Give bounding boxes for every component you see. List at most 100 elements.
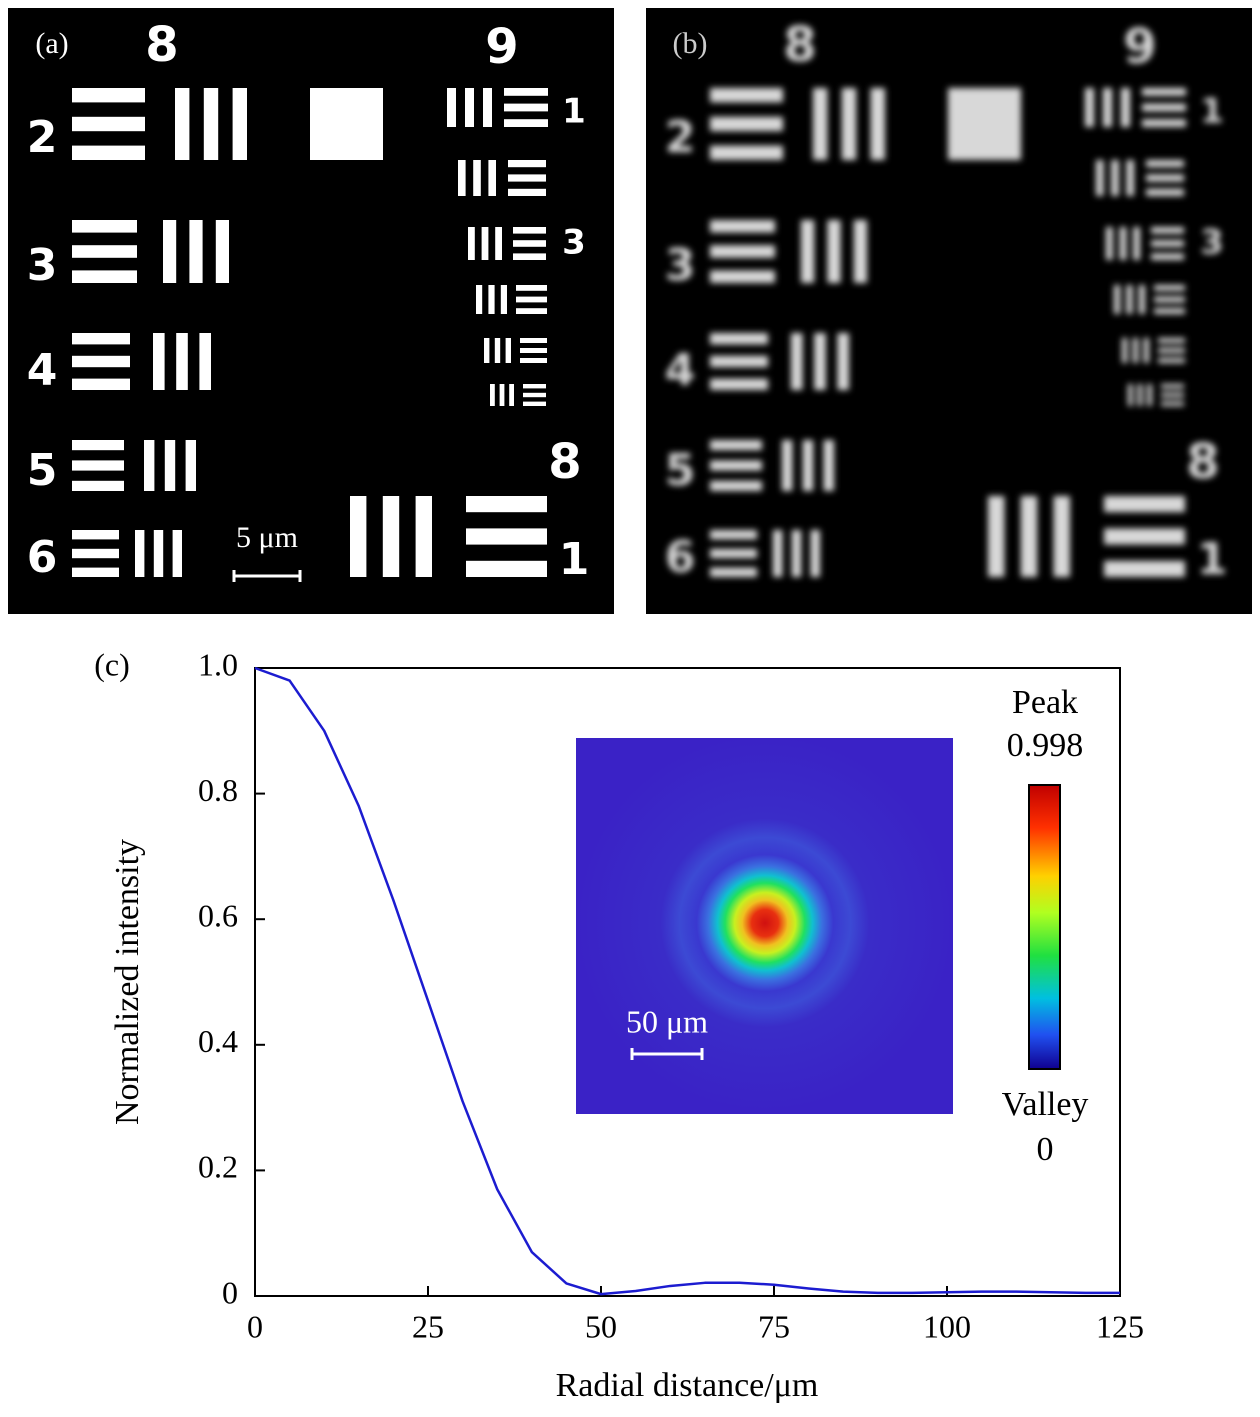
target-bar <box>72 116 145 132</box>
target-bar <box>1104 528 1185 545</box>
target-bar <box>1137 384 1143 406</box>
target-bar <box>710 460 762 471</box>
target-bar <box>172 530 182 577</box>
target-bar <box>1161 384 1184 389</box>
target-bar <box>500 285 507 314</box>
target-bar <box>988 496 1005 577</box>
target-bar <box>1122 338 1128 363</box>
inset-scale-label: 50 μm <box>626 1003 708 1039</box>
target-bar <box>1154 308 1185 314</box>
target-bar <box>153 530 164 577</box>
target-bar <box>232 88 247 160</box>
target-bar <box>72 245 137 258</box>
element-label: 5 <box>665 445 696 496</box>
target-bar <box>870 88 885 160</box>
target-bar <box>1114 285 1121 314</box>
target-bar <box>72 480 124 491</box>
target-bar <box>813 88 828 160</box>
target-bar <box>1121 88 1130 127</box>
colorbar-max: 0.998 <box>1007 727 1084 764</box>
target-bar <box>710 378 768 390</box>
target-bar <box>710 145 783 160</box>
y-tick-label: 0 <box>222 1274 238 1310</box>
y-tick-label: 0.2 <box>198 1149 238 1185</box>
x-tick-label: 125 <box>1096 1308 1144 1344</box>
panel-b-target: 8 9 8 2 3 4 5 6 1 3 1 <box>665 17 1228 585</box>
target-bar <box>189 220 203 283</box>
target-bar <box>516 308 547 314</box>
target-bar <box>710 220 775 233</box>
inset-scale-bar <box>630 1048 704 1060</box>
target-bar <box>1119 227 1127 260</box>
element-label: 2 <box>27 112 58 163</box>
target-bar <box>710 530 757 540</box>
target-bar <box>710 567 757 577</box>
target-bar <box>505 338 511 363</box>
target-bar <box>1154 296 1185 303</box>
target-bar <box>1106 227 1113 260</box>
scale-bar <box>232 570 302 582</box>
target-bar <box>791 530 802 577</box>
target-bar <box>163 220 177 283</box>
target-bar <box>499 384 505 406</box>
target-bar <box>1142 88 1186 96</box>
target-bar <box>508 160 546 168</box>
target-bar <box>72 460 124 471</box>
target-bar <box>1143 338 1149 363</box>
target-bar <box>523 392 546 398</box>
target-bar <box>509 384 514 406</box>
intensity-line <box>254 666 1120 1296</box>
group-label: 8 <box>783 17 816 73</box>
colorbar-max-label: Peak <box>1012 684 1078 721</box>
panel-label: (a) <box>35 27 68 60</box>
target-bar <box>1085 88 1094 127</box>
target-bar <box>466 560 547 577</box>
target-bar <box>203 88 219 160</box>
target-bar <box>1154 285 1185 291</box>
target-bar <box>484 338 490 363</box>
target-bar <box>513 253 546 260</box>
panel-a-target: 8 9 8 2 3 4 5 6 1 3 1 <box>27 17 590 585</box>
target-bar <box>483 88 492 127</box>
target-bar <box>523 384 546 389</box>
target-bar <box>490 384 495 406</box>
element-label: 1 <box>559 534 590 585</box>
target-bar <box>516 285 547 291</box>
target-bar <box>350 496 367 577</box>
target-bar <box>801 220 815 283</box>
element-label: 1 <box>562 92 586 132</box>
target-bar <box>853 220 867 283</box>
target-bar <box>710 270 775 283</box>
target-bar <box>1158 358 1185 363</box>
target-bar <box>72 145 145 160</box>
target-bar <box>508 188 546 196</box>
colorbar <box>1028 784 1061 1070</box>
target-bar <box>447 88 456 127</box>
target-bar <box>1126 285 1133 314</box>
target-bar <box>488 160 496 196</box>
target-bar <box>508 174 546 182</box>
inset-image <box>576 738 953 1114</box>
element-label: 4 <box>665 345 696 396</box>
target-bar <box>72 88 145 103</box>
x-tick-label: 25 <box>412 1308 444 1344</box>
target-bar <box>710 116 783 132</box>
target-bar <box>1151 240 1184 247</box>
target-bar <box>1146 174 1184 182</box>
y-tick-label: 1.0 <box>198 646 238 682</box>
target-bar <box>1142 103 1186 112</box>
target-bar <box>814 333 826 390</box>
target-bar <box>153 333 165 390</box>
target-bar <box>1151 227 1184 234</box>
target-bar <box>466 528 547 545</box>
target-bar <box>175 88 190 160</box>
target-bar <box>465 88 474 127</box>
target-bar <box>199 333 211 390</box>
colorbar-min-label: Valley <box>1002 1086 1089 1123</box>
target-bar <box>176 333 188 390</box>
colorbar-min: 0 <box>1037 1131 1054 1168</box>
target-bar <box>476 285 483 314</box>
target-bar <box>1111 160 1119 196</box>
element-label: 1 <box>1197 534 1228 585</box>
target-bar <box>72 567 119 577</box>
